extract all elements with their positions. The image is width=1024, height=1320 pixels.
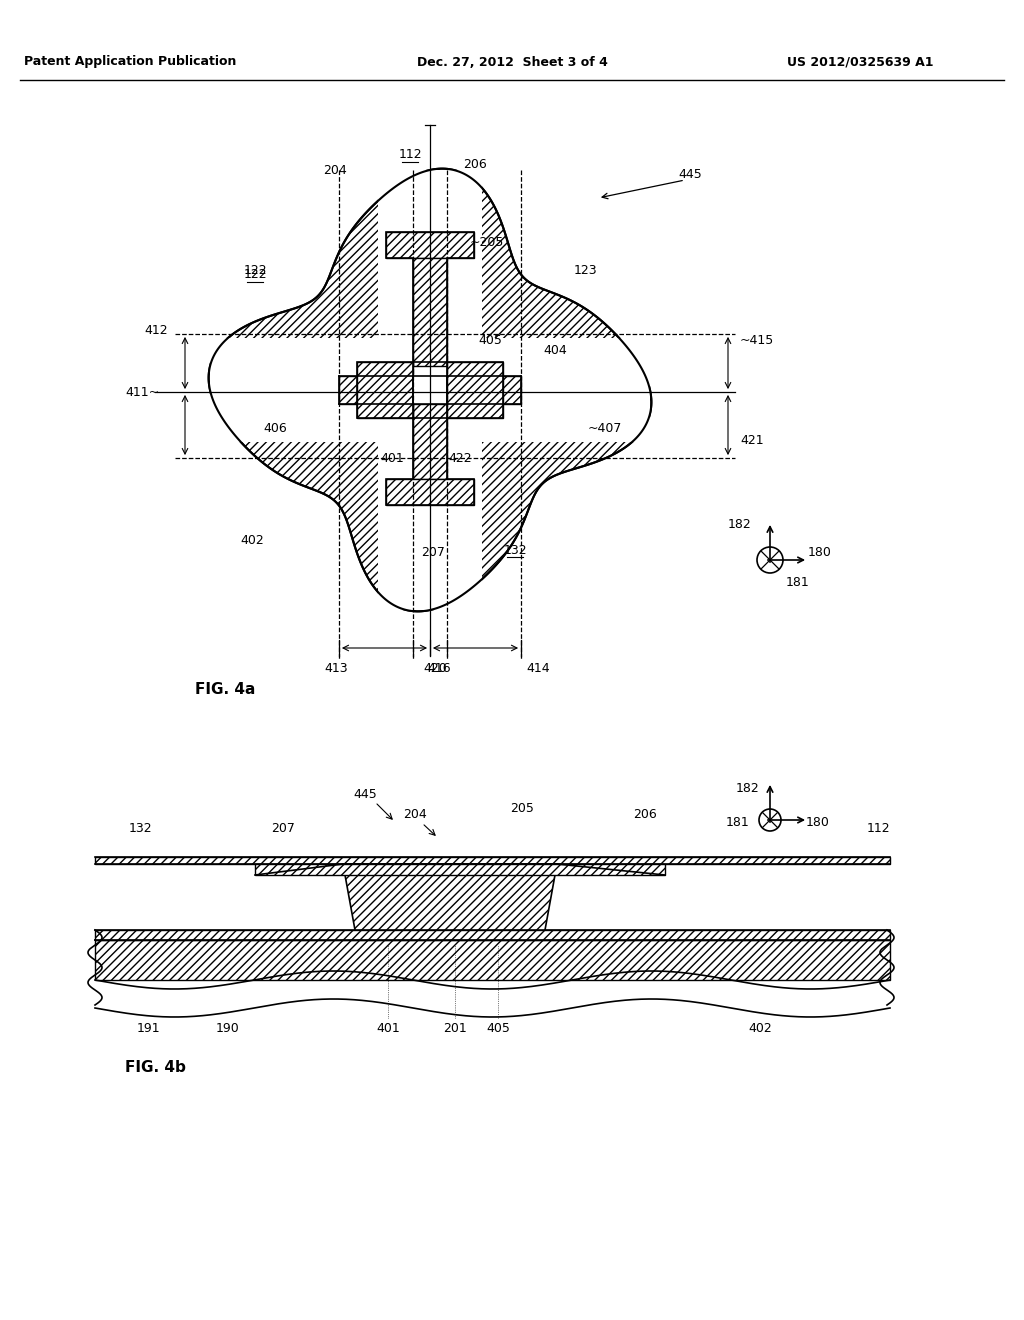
Text: 132: 132 — [503, 544, 526, 557]
Text: 201: 201 — [443, 1022, 467, 1035]
Bar — [386, 232, 474, 257]
Text: 422: 422 — [449, 451, 472, 465]
Text: 401: 401 — [380, 451, 403, 465]
Text: FIG. 4b: FIG. 4b — [125, 1060, 186, 1076]
Text: 207: 207 — [271, 821, 295, 834]
Text: 206: 206 — [463, 158, 486, 172]
Text: ~407: ~407 — [588, 421, 623, 434]
Bar — [210, 338, 650, 442]
Bar — [447, 362, 503, 418]
Bar — [413, 257, 447, 366]
Text: 190: 190 — [216, 1022, 240, 1035]
Text: 123: 123 — [573, 264, 597, 276]
Text: 180: 180 — [806, 816, 829, 829]
Text: 416: 416 — [427, 661, 451, 675]
Text: 112: 112 — [398, 149, 422, 161]
Bar — [95, 931, 890, 940]
Text: 132: 132 — [128, 821, 152, 834]
Bar — [255, 865, 665, 875]
Text: 413: 413 — [325, 661, 348, 675]
Text: 404: 404 — [543, 343, 567, 356]
Text: 405: 405 — [486, 1022, 510, 1035]
Text: 181: 181 — [726, 816, 750, 829]
Bar — [357, 362, 413, 418]
Bar — [386, 479, 474, 506]
Polygon shape — [209, 169, 651, 611]
Text: ~415: ~415 — [740, 334, 774, 346]
Text: 112: 112 — [866, 821, 890, 834]
Bar — [447, 362, 503, 418]
Text: 182: 182 — [728, 519, 752, 532]
Text: 122: 122 — [243, 264, 267, 276]
Text: Dec. 27, 2012  Sheet 3 of 4: Dec. 27, 2012 Sheet 3 of 4 — [417, 55, 607, 69]
Text: 182: 182 — [736, 781, 760, 795]
Text: 421: 421 — [740, 433, 764, 446]
Bar — [357, 362, 413, 418]
Text: 420: 420 — [423, 661, 446, 675]
Text: 180: 180 — [808, 545, 831, 558]
Bar — [95, 940, 890, 979]
Text: US 2012/0325639 A1: US 2012/0325639 A1 — [786, 55, 933, 69]
Text: 122: 122 — [243, 268, 267, 281]
Text: 205: 205 — [510, 801, 534, 814]
Text: 204: 204 — [403, 808, 427, 821]
Bar — [95, 857, 890, 865]
Text: 181: 181 — [786, 576, 810, 589]
Text: 206: 206 — [633, 808, 656, 821]
Text: 406: 406 — [263, 421, 287, 434]
Bar — [413, 404, 447, 479]
Polygon shape — [343, 865, 557, 931]
Text: 402: 402 — [749, 1022, 772, 1035]
Text: 207: 207 — [421, 545, 445, 558]
Text: FIG. 4a: FIG. 4a — [195, 682, 255, 697]
Text: 445: 445 — [353, 788, 377, 801]
Text: 405: 405 — [478, 334, 502, 346]
Text: 445: 445 — [678, 169, 701, 181]
Text: 412: 412 — [144, 323, 168, 337]
Text: 411~: 411~ — [126, 385, 160, 399]
Polygon shape — [362, 902, 537, 931]
Text: 204: 204 — [324, 164, 347, 177]
Text: Patent Application Publication: Patent Application Publication — [24, 55, 237, 69]
Text: 414: 414 — [526, 661, 550, 675]
Bar — [423, 888, 478, 902]
Bar — [413, 376, 447, 404]
Bar — [339, 376, 413, 404]
Bar — [378, 170, 482, 610]
Text: ~205: ~205 — [470, 235, 505, 248]
Text: 402: 402 — [240, 533, 264, 546]
Text: 191: 191 — [136, 1022, 160, 1035]
Bar — [447, 376, 521, 404]
Text: 401: 401 — [376, 1022, 400, 1035]
